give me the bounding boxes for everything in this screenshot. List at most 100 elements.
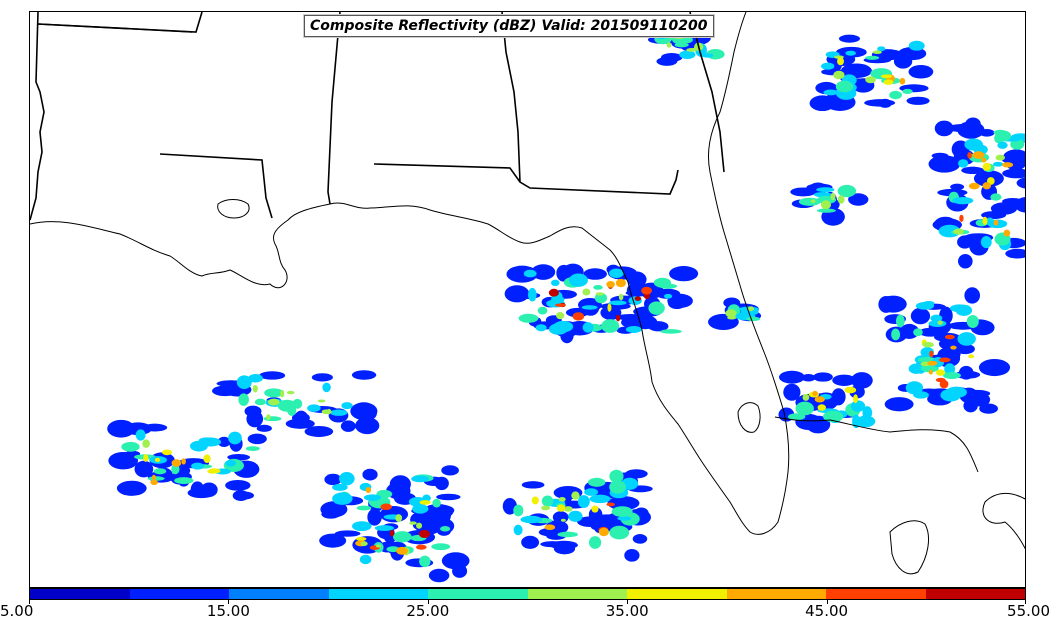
radar-echo: [844, 386, 857, 394]
radar-echo: [814, 396, 825, 403]
radar-echo: [993, 219, 999, 226]
border-ms-al: [327, 12, 341, 205]
radar-echo: [972, 151, 985, 159]
radar-echo: [902, 88, 913, 94]
colorbar-tick: [1025, 600, 1026, 604]
radar-echo: [171, 459, 182, 467]
radar-echo: [419, 500, 431, 505]
colorbar-tick: [427, 600, 429, 604]
radar-echo: [950, 345, 957, 350]
radar-echo: [958, 254, 973, 269]
radar-echo: [147, 476, 165, 481]
radar-echo: [982, 216, 988, 226]
radar-echo: [572, 312, 585, 321]
radar-echo: [958, 159, 969, 168]
radar-echo: [968, 354, 975, 359]
radar-echo: [504, 285, 530, 303]
radar-echo: [837, 184, 857, 198]
radar-echo: [915, 302, 935, 310]
radar-echo: [963, 399, 978, 413]
radar-echo: [552, 511, 569, 524]
radar-echo: [339, 472, 355, 486]
radar-echo: [518, 313, 539, 323]
radar-echo: [555, 303, 566, 307]
radar-echo: [375, 544, 382, 548]
radar-echo: [787, 413, 806, 421]
radar-echo: [107, 419, 135, 438]
colorbar-segment: [726, 589, 826, 599]
state-borders: [30, 12, 725, 221]
radar-echo: [853, 394, 858, 404]
radar-echo: [801, 374, 816, 382]
radar-echo: [746, 316, 761, 322]
radar-echo: [431, 543, 451, 551]
radar-echo: [264, 388, 284, 398]
radar-echo: [621, 316, 642, 328]
radar-echo: [725, 309, 737, 318]
radar-echo: [1005, 248, 1025, 259]
radar-echo: [927, 360, 938, 366]
radar-echo: [779, 370, 805, 384]
radar-echo: [549, 540, 578, 550]
radar-echo: [143, 454, 149, 462]
radar-echo: [356, 505, 372, 511]
radar-echo: [910, 307, 931, 325]
radar-echo: [1004, 152, 1025, 171]
radar-echo: [121, 441, 140, 452]
radar-echo: [821, 62, 835, 70]
colorbar-tick: [228, 600, 230, 604]
radar-echo: [589, 494, 611, 504]
radar-echo: [531, 264, 556, 280]
radar-echo: [1003, 229, 1011, 237]
radar-echo: [545, 520, 569, 535]
radar-echo: [161, 449, 173, 456]
radar-echo: [943, 371, 961, 380]
radar-echo: [856, 415, 876, 428]
radar-echo: [833, 70, 845, 80]
radar-echo: [334, 530, 361, 537]
radar-echo: [655, 288, 681, 299]
radar-echo: [802, 393, 810, 401]
colorbar-tick: [29, 600, 30, 604]
radar-echo: [850, 400, 866, 412]
radar-echo: [979, 403, 998, 414]
colorbar-tick: [826, 600, 828, 604]
radar-echo: [541, 505, 551, 511]
radar-echo: [556, 504, 566, 512]
radar-echo: [872, 50, 882, 54]
radar-echo: [341, 402, 353, 410]
radar-echo: [108, 451, 139, 470]
radar-echo: [523, 269, 537, 278]
radar-echo: [648, 321, 669, 332]
radar-echo: [582, 322, 594, 333]
map-panel: [29, 11, 1026, 588]
radar-echo: [583, 268, 607, 280]
radar-echo: [254, 398, 266, 406]
radar-echo: [601, 319, 620, 333]
radar-echo: [944, 334, 955, 340]
radar-echo: [817, 404, 826, 411]
radar-echo: [660, 329, 682, 334]
radar-echo: [964, 138, 983, 151]
radar-echo: [311, 373, 333, 382]
radar-echo: [225, 479, 251, 491]
radar-echo: [820, 200, 832, 210]
colorbar-segment: [826, 589, 926, 599]
radar-echo: [701, 53, 714, 58]
colorbar-label: 55.00: [1007, 602, 1050, 620]
radar-echo: [174, 477, 194, 485]
radar-echo: [981, 157, 987, 163]
radar-echo: [582, 288, 591, 296]
radar-echo: [232, 490, 250, 501]
radar-echo: [142, 439, 150, 448]
radar-echo: [626, 283, 641, 299]
radar-echo: [191, 462, 204, 470]
radar-echo: [908, 363, 924, 374]
radar-echo: [813, 372, 833, 382]
colorbar-segment: [428, 589, 528, 599]
radar-echo: [889, 90, 902, 100]
radar-echo: [978, 359, 1011, 377]
radar-echo: [428, 568, 450, 583]
radar-echo: [556, 311, 565, 320]
radar-echo: [307, 404, 321, 412]
